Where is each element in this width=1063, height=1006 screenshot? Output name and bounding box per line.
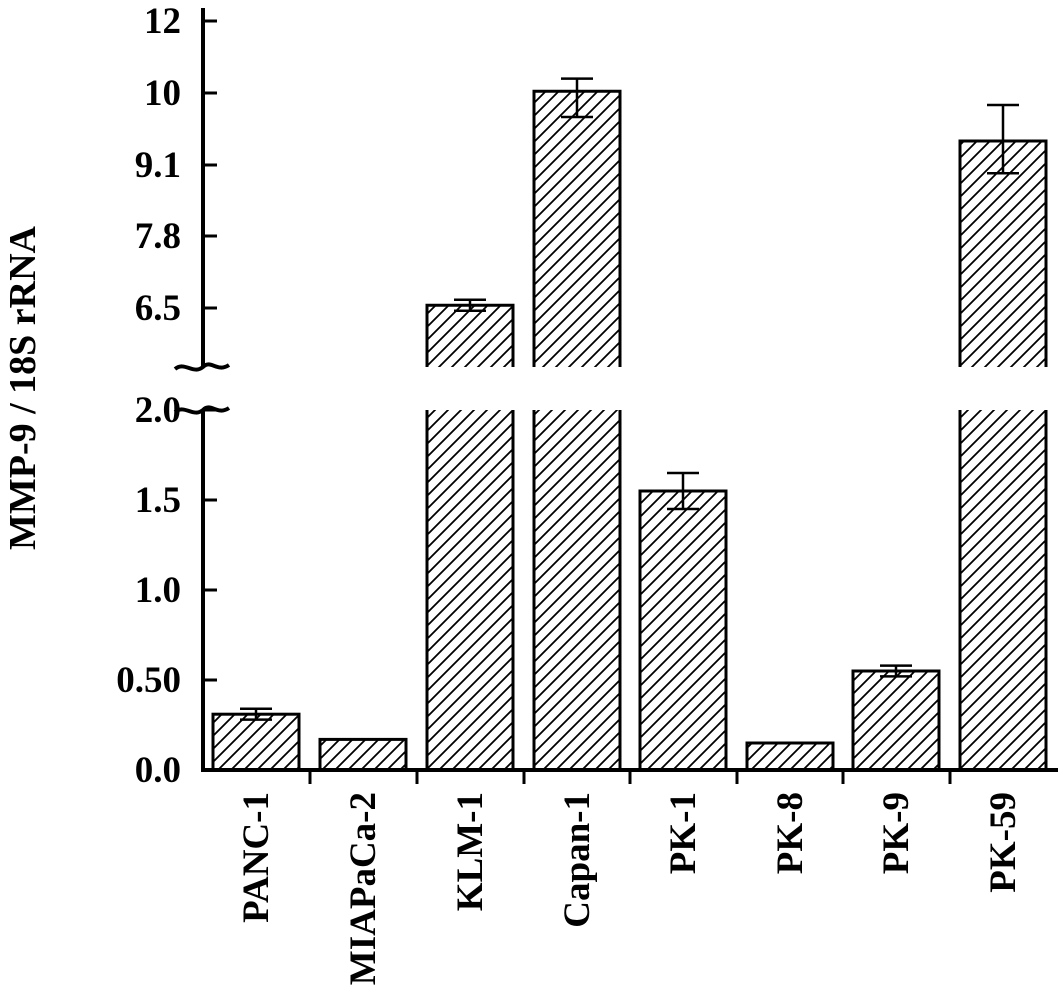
bar-pk-59 — [958, 103, 1048, 772]
bar-capan-1 — [532, 77, 622, 772]
x-category-label: MIAPaCa-2 — [343, 792, 384, 985]
x-category-label: PK-1 — [663, 792, 704, 874]
bars-group — [211, 77, 1048, 772]
error-bar — [987, 103, 1019, 175]
y-tick-label: 0.0 — [135, 750, 181, 791]
y-axis: 0.0 0.50 1.0 1.5 2.0 6.5 7.8 9.1 10 12 — [116, 1, 231, 791]
y-axis-title: MMP-9 / 18S rRNA — [2, 225, 44, 550]
y-tick-label: 2.0 — [135, 390, 181, 431]
error-bar — [667, 471, 699, 511]
bar-rect-lower — [960, 410, 1046, 770]
bar-pk-8 — [745, 741, 835, 772]
bar-klm-1 — [425, 298, 515, 772]
x-category-label: PK-59 — [983, 792, 1024, 893]
bar-rect-lower — [534, 410, 620, 770]
bar-miapaca-2 — [318, 737, 408, 772]
y-tick-label: 1.0 — [135, 570, 181, 611]
axis-break-mark — [173, 362, 231, 372]
bar-rect-lower — [427, 410, 513, 770]
bar-rect-upper — [960, 141, 1046, 367]
bar-rect — [211, 712, 301, 772]
bar-pk-1 — [638, 471, 728, 772]
error-bar — [454, 298, 486, 313]
x-category-label: Capan-1 — [557, 792, 598, 928]
bar-rect-upper — [427, 305, 513, 367]
bar-rect — [745, 741, 835, 772]
y-tick-label: 1.5 — [135, 480, 181, 521]
error-bar — [880, 664, 912, 678]
x-category-label: PANC-1 — [236, 792, 277, 923]
bar-panc-1 — [211, 707, 301, 772]
y-tick-label: 7.8 — [135, 216, 181, 257]
y-tick-label: 10 — [144, 73, 181, 114]
bar-rect — [638, 489, 728, 772]
x-axis: PANC-1 MIAPaCa-2 KLM-1 Capan-1 PK-1 PK-8 PK-9 P… — [201, 768, 1058, 985]
y-tick-label: 9.1 — [135, 145, 181, 186]
y-tick-label: 0.50 — [116, 660, 181, 701]
bar-pk-9 — [851, 664, 941, 772]
axis-break-mark — [173, 405, 231, 415]
bar-rect — [851, 669, 941, 772]
x-category-label: PK-8 — [770, 792, 811, 874]
x-category-label: PK-9 — [876, 792, 917, 874]
bar-rect — [318, 737, 408, 772]
y-tick-label: 6.5 — [135, 288, 181, 329]
error-bar — [561, 77, 593, 119]
x-category-label: KLM-1 — [450, 792, 491, 911]
error-bar — [240, 707, 272, 721]
y-tick-label: 12 — [144, 1, 181, 42]
bar-rect-upper — [534, 91, 620, 367]
